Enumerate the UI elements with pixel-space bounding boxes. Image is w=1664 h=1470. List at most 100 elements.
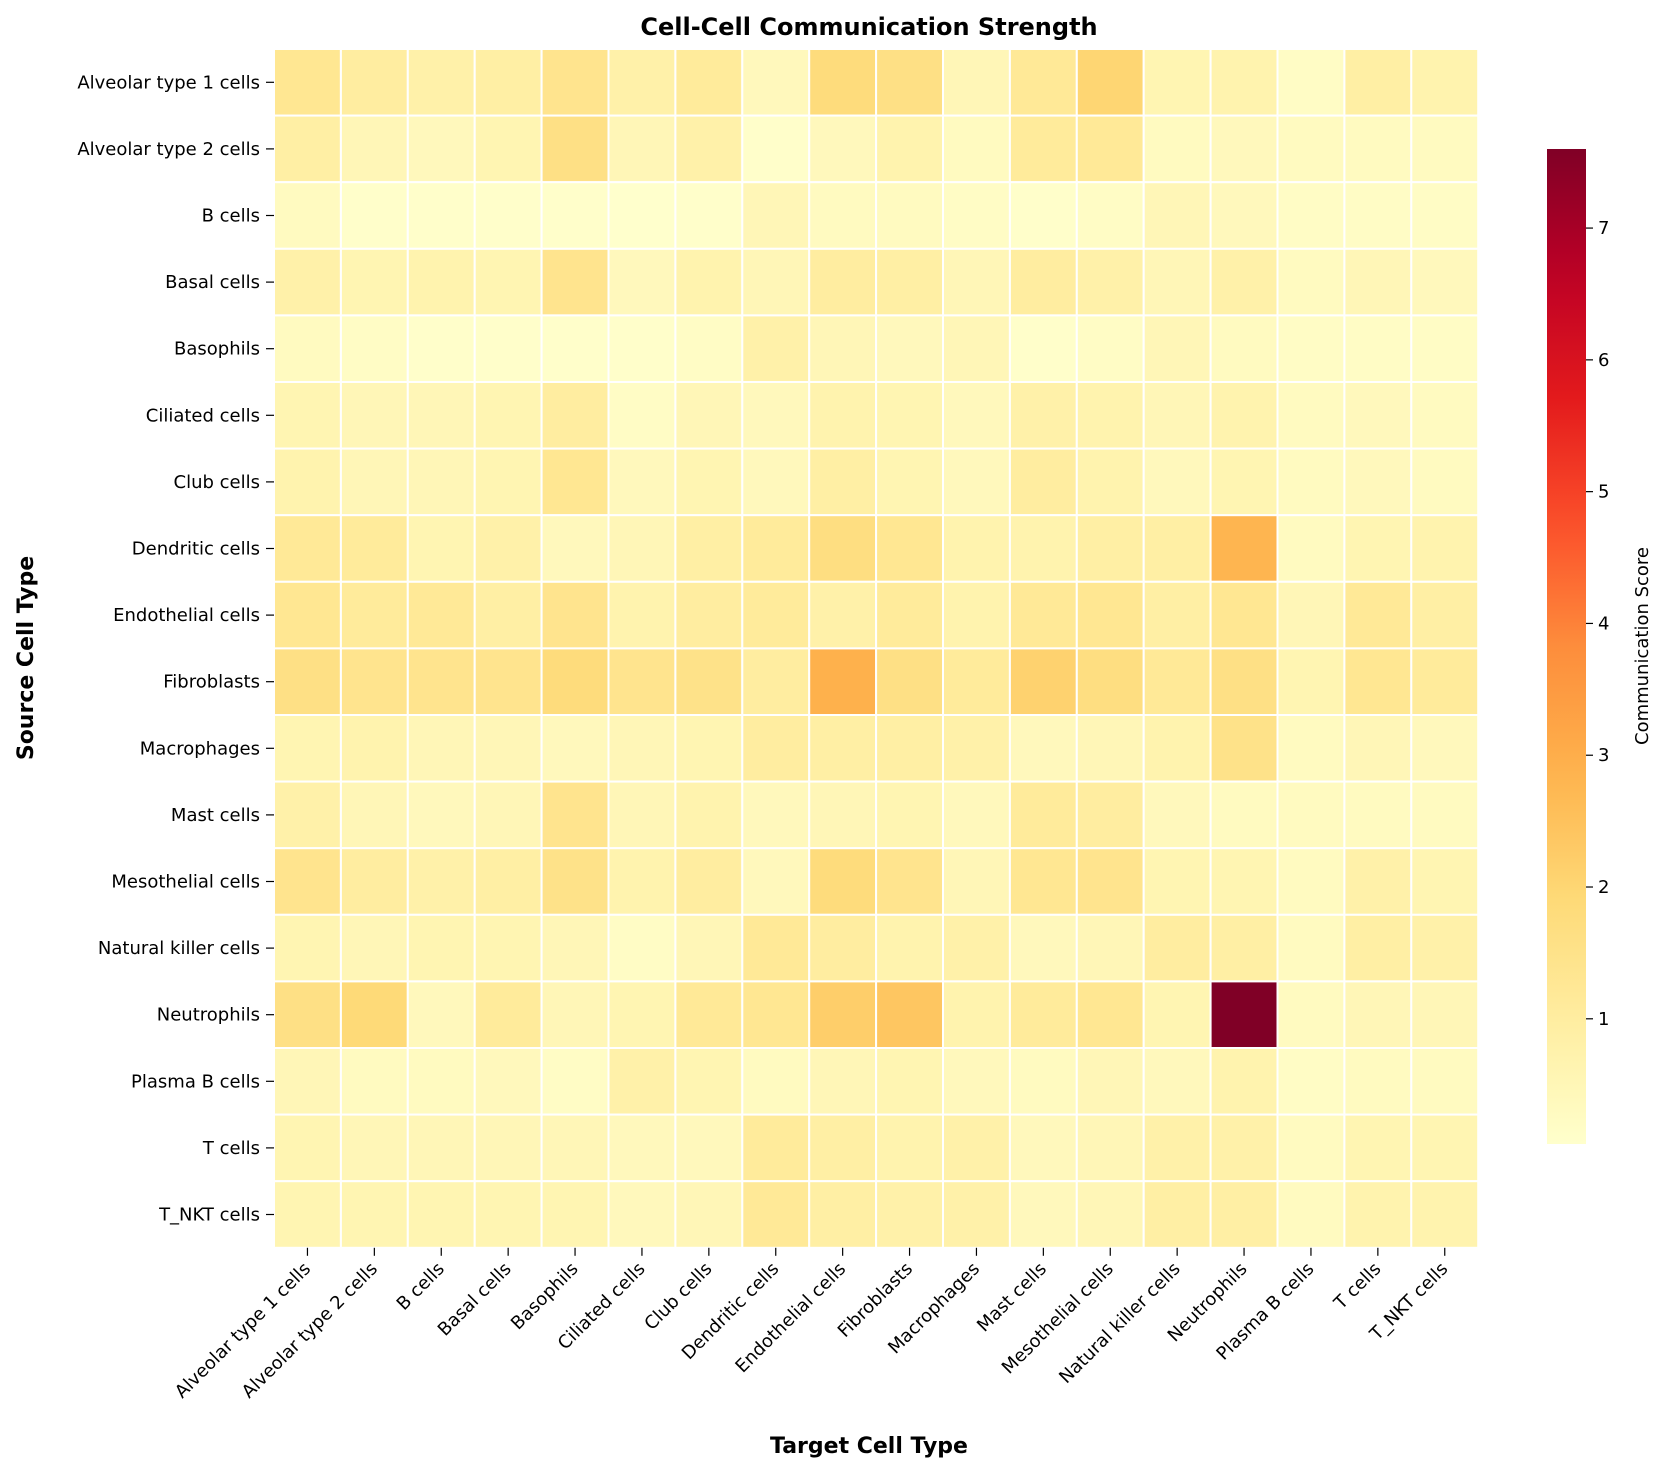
heatmap-cell-alveolar-type-2-cells-to-fibroblasts <box>875 114 944 184</box>
heatmap-cell-neutrophils-to-alveolar-type-2-cells <box>339 980 409 1050</box>
heatmap-cell-endothelial-cells-to-alveolar-type-2-cells <box>339 580 409 650</box>
heatmap-cell-neutrophils-to-t-cells <box>1343 980 1413 1050</box>
heatmap-cell-t-cells-to-mesothelial-cells <box>1075 1113 1145 1183</box>
heatmap-cell-basal-cells-to-neutrophils <box>1209 247 1279 317</box>
heatmap-cell-basophils-to-basophils <box>540 314 610 383</box>
heatmap-cell-t-cells-to-basal-cells <box>473 1113 543 1183</box>
heatmap-cell-fibroblasts-to-plasma-b-cells <box>1276 647 1346 717</box>
heatmap-cell-fibroblasts-to-mast-cells <box>1008 647 1078 717</box>
heatmap-cell-macrophages-to-fibroblasts <box>875 714 944 783</box>
heatmap-cell-t-nkt-cells-to-alveolar-type-2-cells <box>339 1180 409 1249</box>
heatmap-cell-macrophages-to-b-cells <box>406 714 476 783</box>
heatmap-cell-mast-cells-to-ciliated-cells <box>607 780 677 850</box>
heatmap-cell-macrophages-to-alveolar-type-2-cells <box>339 714 409 783</box>
heatmap-cell-plasma-b-cells-to-club-cells <box>674 1047 744 1116</box>
heatmap-cell-basophils-to-alveolar-type-2-cells <box>339 314 409 383</box>
heatmap-cell-t-cells-to-club-cells <box>674 1113 744 1183</box>
y-axis-label: Source Cell Type <box>14 556 39 760</box>
y-tick-label-plasma-b-cells: Plasma B cells <box>131 1071 260 1092</box>
heatmap-cell-b-cells-to-basophils <box>540 181 610 250</box>
heatmap-cell-t-nkt-cells-to-alveolar-type-1-cells <box>273 1180 342 1249</box>
colorbar-tick-label: 2 <box>1598 877 1609 898</box>
heatmap-cell-mast-cells-to-mast-cells <box>1008 780 1078 850</box>
heatmap-cell-mesothelial-cells-to-ciliated-cells <box>607 847 677 916</box>
heatmap-cell-t-nkt-cells-to-natural-killer-cells <box>1142 1180 1212 1249</box>
heatmap-cell-ciliated-cells-to-club-cells <box>674 381 744 450</box>
heatmap-cell-b-cells-to-ciliated-cells <box>607 181 677 250</box>
heatmap-cell-basophils-to-mesothelial-cells <box>1075 314 1145 383</box>
heatmap-cell-basophils-to-t-nkt-cells <box>1410 314 1480 383</box>
heatmap-cell-club-cells-to-dendritic-cells <box>741 447 811 517</box>
heatmap-cell-natural-killer-cells-to-endothelial-cells <box>808 913 878 983</box>
heatmap-cell-neutrophils-to-alveolar-type-1-cells <box>273 980 342 1050</box>
heatmap-cell-natural-killer-cells-to-dendritic-cells <box>741 913 811 983</box>
heatmap-cell-b-cells-to-mast-cells <box>1008 181 1078 250</box>
heatmap-cell-plasma-b-cells-to-alveolar-type-2-cells <box>339 1047 409 1116</box>
heatmap-cell-basophils-to-neutrophils <box>1209 314 1279 383</box>
heatmap-cell-fibroblasts-to-fibroblasts <box>875 647 944 717</box>
heatmap-cell-plasma-b-cells-to-basophils <box>540 1047 610 1116</box>
heatmap-cell-club-cells-to-b-cells <box>406 447 476 517</box>
heatmap-cell-natural-killer-cells-to-t-cells <box>1343 913 1413 983</box>
y-tick-label-fibroblasts: Fibroblasts <box>163 672 260 693</box>
heatmap-cell-mast-cells-to-t-cells <box>1343 780 1413 850</box>
heatmap-cell-neutrophils-to-neutrophils <box>1209 980 1279 1050</box>
heatmap-cell-ciliated-cells-to-ciliated-cells <box>607 381 677 450</box>
y-tick-label-basal-cells: Basal cells <box>165 272 260 293</box>
heatmap-cell-endothelial-cells-to-t-nkt-cells <box>1410 580 1480 650</box>
heatmap-cell-natural-killer-cells-to-basophils <box>540 913 610 983</box>
heatmap-cell-endothelial-cells-to-natural-killer-cells <box>1142 580 1212 650</box>
heatmap-cell-club-cells-to-t-cells <box>1343 447 1413 517</box>
colorbar-tick-label: 4 <box>1598 613 1609 634</box>
heatmap-cell-basal-cells-to-alveolar-type-1-cells <box>273 247 342 317</box>
heatmap-cell-b-cells-to-t-nkt-cells <box>1410 181 1480 250</box>
heatmap-cell-club-cells-to-club-cells <box>674 447 744 517</box>
heatmap-cell-alveolar-type-1-cells-to-neutrophils <box>1209 48 1279 117</box>
heatmap-cell-endothelial-cells-to-endothelial-cells <box>808 580 878 650</box>
y-tick-labels: Alveolar type 1 cells Alveolar type 2 cel… <box>77 72 274 1226</box>
heatmap-cell-club-cells-to-mesothelial-cells <box>1075 447 1145 517</box>
heatmap-cell-ciliated-cells-to-macrophages <box>942 381 1011 450</box>
heatmap-cell-dendritic-cells-to-mesothelial-cells <box>1075 514 1145 583</box>
heatmap-cell-mesothelial-cells-to-alveolar-type-1-cells <box>273 847 342 916</box>
heatmap-cell-club-cells-to-mast-cells <box>1008 447 1078 517</box>
heatmap-cell-alveolar-type-1-cells-to-alveolar-type-2-cells <box>339 48 409 117</box>
heatmap-cell-t-nkt-cells-to-mast-cells <box>1008 1180 1078 1249</box>
heatmap-cell-dendritic-cells-to-endothelial-cells <box>808 514 878 583</box>
heatmap-cell-alveolar-type-2-cells-to-neutrophils <box>1209 114 1279 184</box>
heatmap-cell-macrophages-to-club-cells <box>674 714 744 783</box>
heatmap-cell-alveolar-type-2-cells-to-t-nkt-cells <box>1410 114 1480 184</box>
heatmap-cell-mast-cells-to-t-nkt-cells <box>1410 780 1480 850</box>
heatmap-cell-mast-cells-to-alveolar-type-2-cells <box>339 780 409 850</box>
heatmap-cell-t-nkt-cells-to-mesothelial-cells <box>1075 1180 1145 1249</box>
y-tick-label-ciliated-cells: Ciliated cells <box>146 405 260 426</box>
heatmap-cell-macrophages-to-plasma-b-cells <box>1276 714 1346 783</box>
heatmap-cell-endothelial-cells-to-mast-cells <box>1008 580 1078 650</box>
y-tick-label-alveolar-type-2-cells: Alveolar type 2 cells <box>77 139 260 160</box>
heatmap-cell-mast-cells-to-mesothelial-cells <box>1075 780 1145 850</box>
colorbar-tick-label: 6 <box>1598 350 1609 371</box>
heatmap-cell-dendritic-cells-to-basophils <box>540 514 610 583</box>
heatmap-cell-endothelial-cells-to-plasma-b-cells <box>1276 580 1346 650</box>
heatmap-cell-neutrophils-to-endothelial-cells <box>808 980 878 1050</box>
heatmap-cell-mesothelial-cells-to-alveolar-type-2-cells <box>339 847 409 916</box>
heatmap-cell-fibroblasts-to-club-cells <box>674 647 744 717</box>
heatmap-cell-dendritic-cells-to-dendritic-cells <box>741 514 811 583</box>
heatmap-cell-ciliated-cells-to-alveolar-type-2-cells <box>339 381 409 450</box>
heatmap-cell-natural-killer-cells-to-alveolar-type-1-cells <box>273 913 342 983</box>
heatmap-cell-dendritic-cells-to-basal-cells <box>473 514 543 583</box>
heatmap-cell-macrophages-to-neutrophils <box>1209 714 1279 783</box>
heatmap-cell-plasma-b-cells-to-mast-cells <box>1008 1047 1078 1116</box>
heatmap-cell-mesothelial-cells-to-mesothelial-cells <box>1075 847 1145 916</box>
heatmap-cell-dendritic-cells-to-t-cells <box>1343 514 1413 583</box>
heatmap-cell-macrophages-to-mast-cells <box>1008 714 1078 783</box>
heatmap-cell-endothelial-cells-to-neutrophils <box>1209 580 1279 650</box>
heatmap-cell-neutrophils-to-mast-cells <box>1008 980 1078 1050</box>
y-tick-label-b-cells: B cells <box>202 206 260 227</box>
heatmap-cells <box>273 48 1480 1249</box>
heatmap-cell-plasma-b-cells-to-natural-killer-cells <box>1142 1047 1212 1116</box>
heatmap-cell-fibroblasts-to-mesothelial-cells <box>1075 647 1145 717</box>
heatmap-cell-t-cells-to-endothelial-cells <box>808 1113 878 1183</box>
heatmap-cell-alveolar-type-1-cells-to-b-cells <box>406 48 476 117</box>
